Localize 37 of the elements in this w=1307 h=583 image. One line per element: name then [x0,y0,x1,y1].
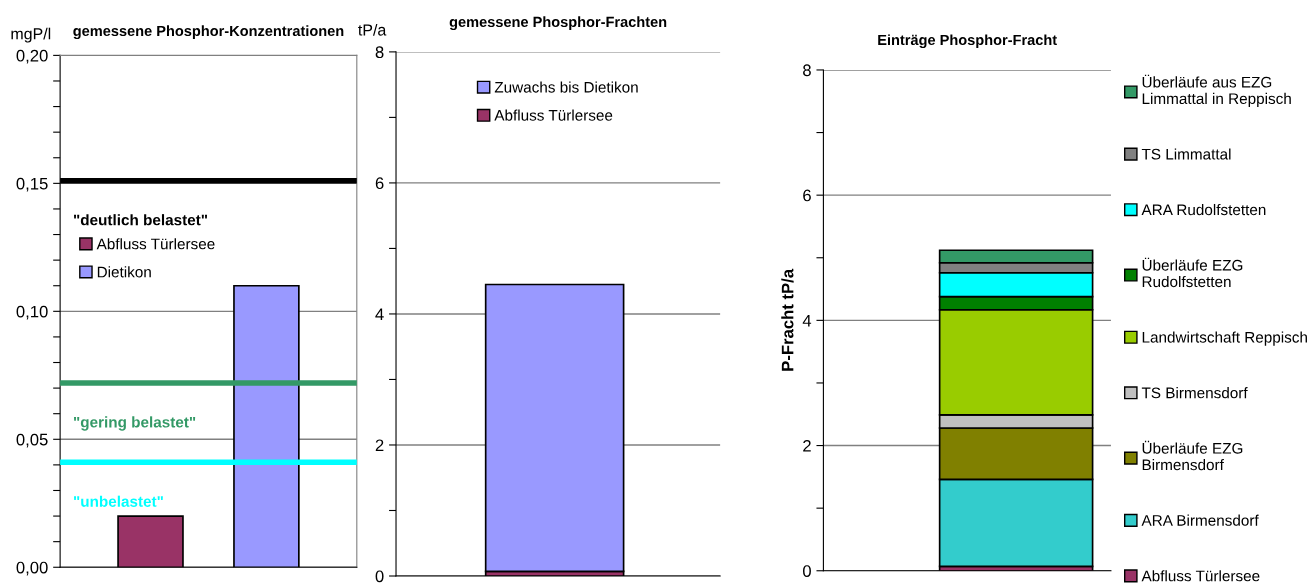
y-axis-title: mgP/l [11,27,51,43]
y-tick-label: 8 [803,64,811,77]
legend-label: Dietikon [97,266,151,278]
y-tick-label: 0,20 [16,49,48,64]
chart-title: gemessene Phosphor-Frachten [449,16,667,30]
legend-label: Überläufe EZG Birmensdorf [1142,440,1243,471]
y-axis-title: P-Fracht tP/a [781,268,794,371]
y-tick-label: 0,05 [16,433,48,448]
ref-line-label: "unbelastet" [74,495,163,507]
ref-line-label: "deutlich belastet" [74,214,208,226]
y-axis-title: tP/a [358,23,387,36]
legend-label: Abfluss Türlersee [96,238,215,250]
legend-label: TS Birmensdorf [1141,387,1248,399]
y-tick-label: 4 [375,308,384,320]
legend-label: ARA Birmensdorf [1141,514,1259,526]
y-tick-label: 0,00 [16,561,48,576]
legend-label: Abfluss Türlersee [494,109,613,121]
y-tick-label: 4 [802,314,812,327]
y-tick-label: 0 [802,565,811,577]
y-tick-label: 2 [375,439,384,452]
y-tick-label: 0,15 [16,177,48,192]
legend-label: ARA Rudolfstetten [1141,203,1266,216]
legend-label: Abfluss Türlersee [1141,570,1260,582]
y-tick-label: 2 [803,439,811,452]
y-tick-label: 8 [375,46,384,59]
y-tick-label: 6 [803,189,811,202]
y-tick-label: 0,10 [16,305,48,320]
y-tick-label: 0 [375,570,384,583]
chart-title: gemessene Phosphor-Konzentrationen [73,25,344,40]
legend-label: Überläufe EZG Rudolfstetten [1142,257,1243,288]
chart-title: Einträge Phosphor-Fracht [878,34,1057,49]
y-tick-label: 6 [375,177,384,190]
legend-label: TS Limmattal [1141,148,1231,160]
legend-label: Landwirtschaft Reppisch [1142,331,1307,346]
legend-label: Überläufe aus EZG Limmattal in Reppisch [1142,74,1291,108]
ref-line-label: "gering belastet" [74,416,196,431]
legend-label: Zuwachs bis Dietikon [494,81,638,93]
